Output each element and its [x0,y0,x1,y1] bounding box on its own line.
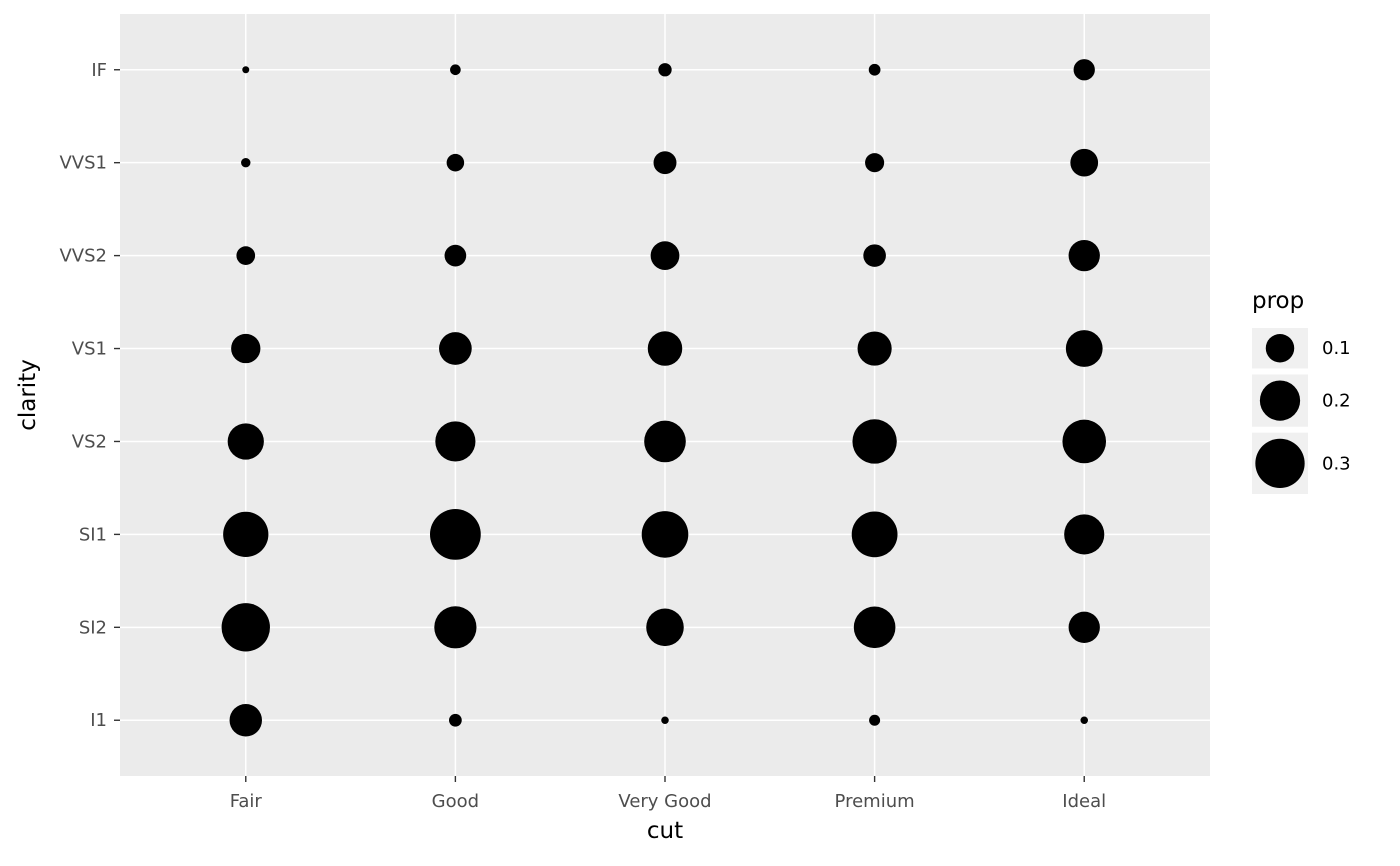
legend-label-1: 0.2 [1322,391,1351,412]
x-axis-title: cut [646,818,684,844]
bubble-SI1-Premium [851,511,898,558]
bubble-VS1-Premium [857,331,892,366]
legend-label-2: 0.3 [1322,453,1351,474]
bubble-SI2-Ideal [1068,611,1100,643]
bubble-VVS1-Fair [241,157,251,168]
bubble-VS2-Premium [852,419,897,464]
bubble-VS1-Very-Good [647,331,683,366]
bubble-VVS2-Premium [863,244,886,267]
bubble-VS2-Ideal [1062,419,1107,464]
bubble-VVS2-Fair [236,246,256,265]
x-tick-label-1: Good [432,791,479,812]
bubble-VS2-Fair [227,423,264,460]
bubble-VS1-Ideal [1065,330,1103,367]
y-tick-label-0: IF [91,60,107,81]
x-tick-label-3: Premium [835,791,915,812]
bubble-SI1-Very-Good [641,511,689,558]
bubble-VVS1-Good [446,153,465,172]
bubble-VS1-Fair [231,333,261,364]
bubble-I1-Very-Good [661,716,669,725]
bubble-SI2-Very-Good [646,608,684,647]
bubble-IF-Very-Good [658,63,672,77]
bubble-VS1-Good [439,332,472,365]
x-tick-label-0: Fair [230,791,263,812]
bubble-IF-Ideal [1073,59,1095,81]
bubble-SI2-Premium [853,606,896,649]
bubble-VVS2-Good [444,244,467,267]
bubble-I1-Good [449,713,462,727]
y-tick-label-1: VVS1 [59,153,107,174]
y-tick-label-2: VVS2 [59,246,107,267]
bubble-VVS1-Very-Good [653,151,677,175]
bubble-I1-Fair [229,704,262,737]
bubble-SI2-Good [434,606,477,649]
y-tick-label-7: I1 [90,710,107,731]
bubble-I1-Premium [869,714,881,726]
bubble-SI1-Fair [223,511,269,558]
legend-key-circle-2 [1255,438,1305,489]
bubble-SI1-Ideal [1064,514,1105,555]
legend-key-circle-1 [1259,380,1301,421]
bubble-IF-Good [450,64,461,76]
bubble-IF-Premium [868,63,881,76]
bubble-I1-Ideal [1080,716,1088,725]
legend-label-0: 0.1 [1322,338,1351,359]
legend-key-circle-0 [1265,334,1295,363]
x-tick-label-2: Very Good [618,791,711,812]
bubble-SI1-Good [430,509,481,560]
x-tick-label-4: Ideal [1062,791,1106,812]
y-tick-label-3: VS1 [72,339,107,360]
bubble-VS2-Good [435,421,476,462]
bubble-VVS1-Ideal [1070,148,1099,177]
y-axis-title: clarity [15,359,41,431]
y-tick-label-4: VS2 [72,431,107,452]
bubble-VVS1-Premium [865,153,885,173]
bubble-VVS2-Ideal [1068,239,1100,272]
bubble-VS2-Very-Good [644,420,686,463]
y-tick-label-5: SI1 [79,524,107,545]
bubble-VVS2-Very-Good [650,241,680,270]
bubble-IF-Fair [242,66,250,74]
legend-title: prop [1252,288,1305,314]
y-tick-label-6: SI2 [79,617,107,638]
bubble-SI2-Fair [221,603,270,652]
